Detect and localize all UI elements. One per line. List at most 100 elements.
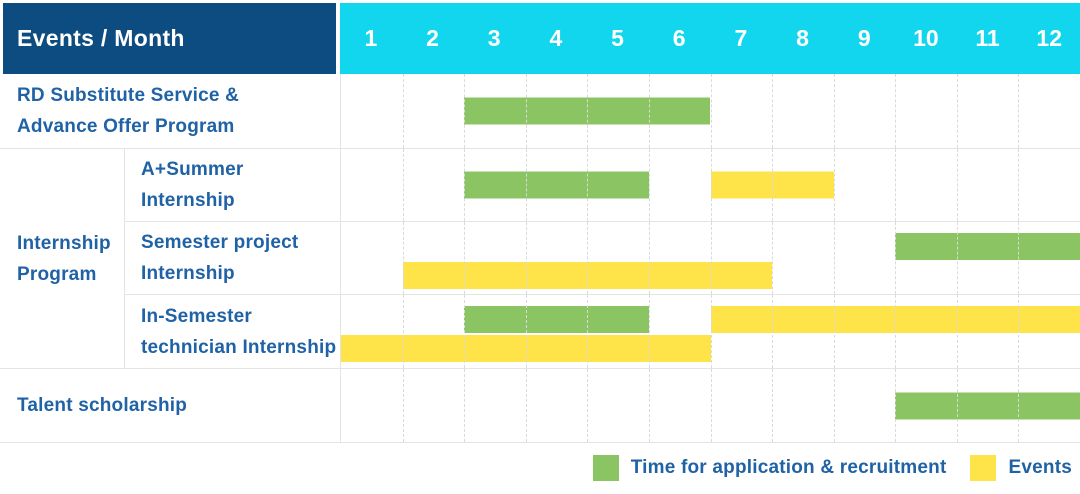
row-label-line: Advance Offer Program [17,116,235,137]
month-gridline [895,369,897,442]
month-gridline [895,222,897,294]
month-gridline [956,74,958,148]
month-gridline [402,149,404,221]
header-row: Events / Month 1 2 3 4 5 6 7 8 9 10 11 12 [0,3,1080,74]
row-in-semester-technician: In-Semester technician Internship [0,294,1080,368]
month-gridline [402,74,404,148]
gantt-bar-application [895,233,1080,260]
row-label-semester-project: Semester project Internship [124,221,340,294]
month-gridline [772,74,774,148]
chart-cell-talent-scholarship [340,369,1080,442]
row-semester-project: Semester project Internship [0,221,1080,294]
section-internship-program: Internship Program A+Summer Internship S… [0,148,1080,369]
month-tick-9: 9 [857,25,871,51]
month-gridline [648,74,650,148]
month-tick-7: 7 [734,25,748,51]
month-gridline [525,295,527,368]
month-gridline [833,295,835,368]
legend-label-events: Events [1008,457,1072,478]
month-gridline [587,222,589,294]
row-label-in-semester-technician: In-Semester technician Internship [124,294,340,368]
gantt-bar-application [895,392,1080,419]
bar-lane [341,171,1080,199]
month-gridline [402,295,404,368]
row-label-talent-scholarship: Talent scholarship [0,369,340,442]
month-gridline [525,149,527,221]
month-tick-8: 8 [796,25,809,51]
month-gridline [1018,369,1020,442]
month-gridline [587,149,589,221]
month-tick-12: 12 [1036,25,1063,51]
month-gridline [464,74,466,148]
month-tick-10: 10 [913,25,939,51]
row-label-line: RD Substitute Service & [17,85,240,106]
month-tick-6: 6 [672,25,686,51]
bar-lane [341,392,1080,419]
month-gridline [710,295,712,368]
month-gridline [833,149,835,221]
month-gridline [525,222,527,294]
row-label-line: Internship [141,190,235,211]
month-gridline [1018,222,1020,294]
gantt-bar-application [464,171,649,199]
month-gridline [648,295,650,368]
month-gridline [464,149,466,221]
row-label-line: technician Internship [141,336,337,358]
month-gridline [956,369,958,442]
month-gridline [525,74,527,148]
month-header-strip: 1 2 3 4 5 6 7 8 9 10 11 12 [340,3,1080,74]
legend-item-application: Time for application & recruitment [592,455,947,481]
month-gridline [587,369,589,442]
month-gridline [525,369,527,442]
header-events-month-label: Events / Month [3,3,336,74]
bar-lane [341,97,1080,125]
month-gridline [464,222,466,294]
month-gridline [772,149,774,221]
events-color-swatch-icon [970,455,997,481]
row-rd-substitute: RD Substitute Service & Advance Offer Pr… [0,74,1080,148]
row-label-rd-substitute: RD Substitute Service & Advance Offer Pr… [0,74,340,148]
month-gridline [402,369,404,442]
row-a-plus-summer: A+Summer Internship [0,149,1080,221]
legend-item-events: Events [970,455,1072,481]
month-tick-2: 2 [426,25,439,51]
month-tick-11: 11 [975,25,1000,51]
month-tick-5: 5 [611,25,624,51]
month-gridline [956,295,958,368]
month-gridline [587,295,589,368]
month-gridline [895,74,897,148]
month-gridline [587,74,589,148]
chart-cell-semester-project [340,221,1080,294]
bar-lane [341,233,1080,260]
month-gridline [772,369,774,442]
row-talent-scholarship: Talent scholarship [0,369,1080,442]
row-label-line: Semester project [141,232,299,253]
month-gridline [710,74,712,148]
month-gridline [710,369,712,442]
month-gridline [956,149,958,221]
row-label-line: Internship [141,263,235,284]
month-gridline [833,369,835,442]
month-gridline [464,295,466,368]
month-gridline [648,222,650,294]
chart-cell-a-plus-summer [340,149,1080,221]
row-label-line: A+Summer [141,159,244,180]
gantt-body: RD Substitute Service & Advance Offer Pr… [0,74,1080,443]
chart-cell-rd-substitute [340,74,1080,148]
application-color-swatch-icon [592,455,619,481]
month-gridline [710,149,712,221]
month-gridline [402,222,404,294]
month-gridline [956,222,958,294]
legend: Time for application & recruitment Event… [592,448,1072,488]
gantt-bar-application [464,306,649,333]
legend-label-application: Time for application & recruitment [630,457,947,478]
chart-cell-in-semester-technician [340,294,1080,368]
month-gridline [648,369,650,442]
gantt-bar-application [464,97,711,125]
group-label-internship-program: Internship Program [0,149,124,368]
month-tick-3: 3 [487,25,501,51]
row-label-a-plus-summer: A+Summer Internship [124,149,340,221]
month-gridline [895,295,897,368]
month-gridline [833,222,835,294]
